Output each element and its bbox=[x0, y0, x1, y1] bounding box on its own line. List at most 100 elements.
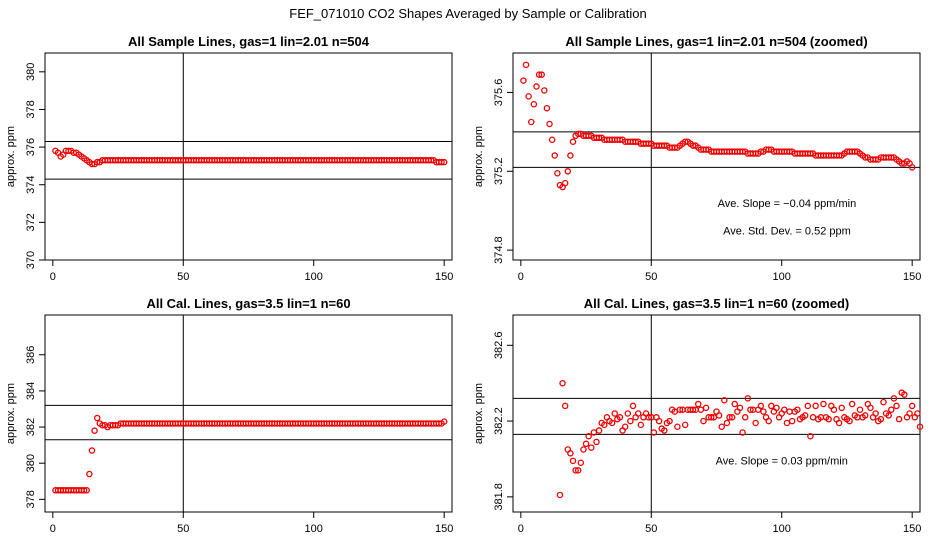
x-tick-label: 0 bbox=[518, 523, 524, 535]
data-point bbox=[689, 406, 697, 413]
data-point bbox=[541, 87, 548, 94]
data-point bbox=[838, 404, 845, 412]
y-tick-label: 376 bbox=[25, 138, 37, 156]
data-point bbox=[694, 400, 702, 408]
data-point bbox=[616, 414, 624, 421]
data-point bbox=[765, 417, 772, 425]
data-point bbox=[577, 459, 585, 466]
data-point bbox=[830, 406, 838, 413]
data-point bbox=[728, 414, 736, 421]
x-tick-label: 100 bbox=[773, 271, 791, 283]
plot-frame bbox=[44, 314, 453, 513]
data-point bbox=[621, 423, 629, 431]
data-point bbox=[788, 417, 796, 425]
data-point bbox=[757, 402, 765, 410]
annotation: Ave. Std. Dev. = 0.52 ppm bbox=[723, 225, 851, 237]
data-point bbox=[574, 467, 582, 474]
x-tick-label: 50 bbox=[645, 523, 657, 535]
data-point bbox=[93, 414, 101, 422]
data-point bbox=[588, 444, 595, 451]
data-point bbox=[567, 450, 574, 457]
x-tick-label: 0 bbox=[50, 523, 56, 535]
y-tick-label: 381.8 bbox=[493, 483, 505, 511]
data-point bbox=[438, 158, 445, 166]
data-point bbox=[708, 414, 715, 421]
data-point bbox=[835, 419, 843, 427]
data-point bbox=[611, 410, 619, 417]
x-tick-label: 50 bbox=[177, 523, 189, 535]
x-tick-label: 100 bbox=[305, 523, 323, 535]
plot-frame bbox=[512, 52, 921, 261]
data-point bbox=[741, 414, 749, 421]
y-tick-label: 372 bbox=[25, 213, 37, 231]
data-point bbox=[585, 432, 592, 440]
annotation: Ave. Slope = 0.03 ppm/min bbox=[716, 456, 848, 468]
data-point bbox=[595, 427, 603, 434]
chart-panel-4: All Cal. Lines, gas=3.5 lin=1 n=60 (zoom… bbox=[473, 296, 924, 535]
y-tick-label: 382.2 bbox=[493, 407, 505, 435]
data-point bbox=[715, 412, 723, 419]
chart-title: All Sample Lines, gas=1 lin=2.01 n=504 (… bbox=[565, 34, 867, 49]
chart-panel-3: All Cal. Lines, gas=3.5 lin=1 n=60 0 50 100… bbox=[5, 296, 453, 535]
data-point bbox=[616, 136, 624, 143]
data-point bbox=[872, 410, 879, 417]
x-tick-label: 150 bbox=[903, 271, 921, 283]
data-point bbox=[736, 404, 744, 412]
data-point bbox=[538, 71, 545, 78]
data-point bbox=[885, 412, 892, 419]
data-point bbox=[752, 419, 759, 427]
data-point bbox=[809, 414, 817, 421]
data-point bbox=[739, 429, 746, 436]
data-point bbox=[689, 142, 697, 149]
data-points bbox=[556, 379, 924, 499]
data-point bbox=[533, 83, 540, 90]
data-point bbox=[595, 134, 603, 142]
x-tick-label: 150 bbox=[435, 271, 453, 283]
data-point bbox=[554, 170, 561, 177]
data-point bbox=[768, 402, 775, 410]
y-axis-label: approx. ppm bbox=[473, 126, 485, 187]
data-point bbox=[700, 417, 707, 425]
data-point bbox=[561, 402, 569, 410]
data-point bbox=[721, 396, 728, 404]
data-point bbox=[525, 93, 532, 100]
data-point bbox=[697, 406, 705, 413]
annotation: Ave. Slope = −0.04 ppm/min bbox=[718, 198, 857, 210]
chart-panel-2: All Sample Lines, gas=1 lin=2.01 n=504 (… bbox=[473, 34, 921, 283]
data-point bbox=[548, 136, 556, 143]
data-point bbox=[655, 417, 663, 425]
data-point bbox=[851, 148, 859, 155]
data-point bbox=[661, 142, 668, 149]
x-tick-label: 150 bbox=[435, 523, 453, 535]
data-point bbox=[440, 158, 448, 166]
data-point bbox=[783, 419, 791, 427]
x-tick-label: 100 bbox=[305, 271, 323, 283]
data-point bbox=[564, 168, 572, 175]
data-point bbox=[674, 423, 681, 431]
data-point bbox=[908, 164, 916, 171]
data-point bbox=[91, 427, 98, 434]
data-point bbox=[846, 417, 853, 425]
y-tick-label: 375.6 bbox=[493, 79, 505, 107]
data-point bbox=[601, 421, 608, 429]
data-point bbox=[681, 138, 689, 145]
data-point bbox=[781, 406, 788, 413]
plot-frame bbox=[44, 52, 453, 261]
data-point bbox=[914, 410, 921, 417]
y-axis-label: approx. ppm bbox=[473, 383, 485, 444]
data-point bbox=[546, 120, 553, 128]
x-tick-label: 50 bbox=[645, 271, 657, 283]
data-point bbox=[786, 148, 793, 155]
data-point bbox=[718, 423, 725, 431]
data-point bbox=[530, 101, 538, 108]
y-tick-label: 370 bbox=[25, 251, 37, 269]
figure-title: FEF_071010 CO2 Shapes Averaged by Sample… bbox=[289, 6, 647, 21]
y-tick-label: 384 bbox=[25, 382, 37, 400]
data-point bbox=[83, 487, 90, 494]
data-point bbox=[861, 154, 869, 161]
data-point bbox=[666, 417, 673, 425]
data-point bbox=[760, 408, 767, 415]
data-point bbox=[773, 404, 780, 412]
data-points bbox=[52, 414, 448, 494]
data-point bbox=[757, 148, 765, 155]
